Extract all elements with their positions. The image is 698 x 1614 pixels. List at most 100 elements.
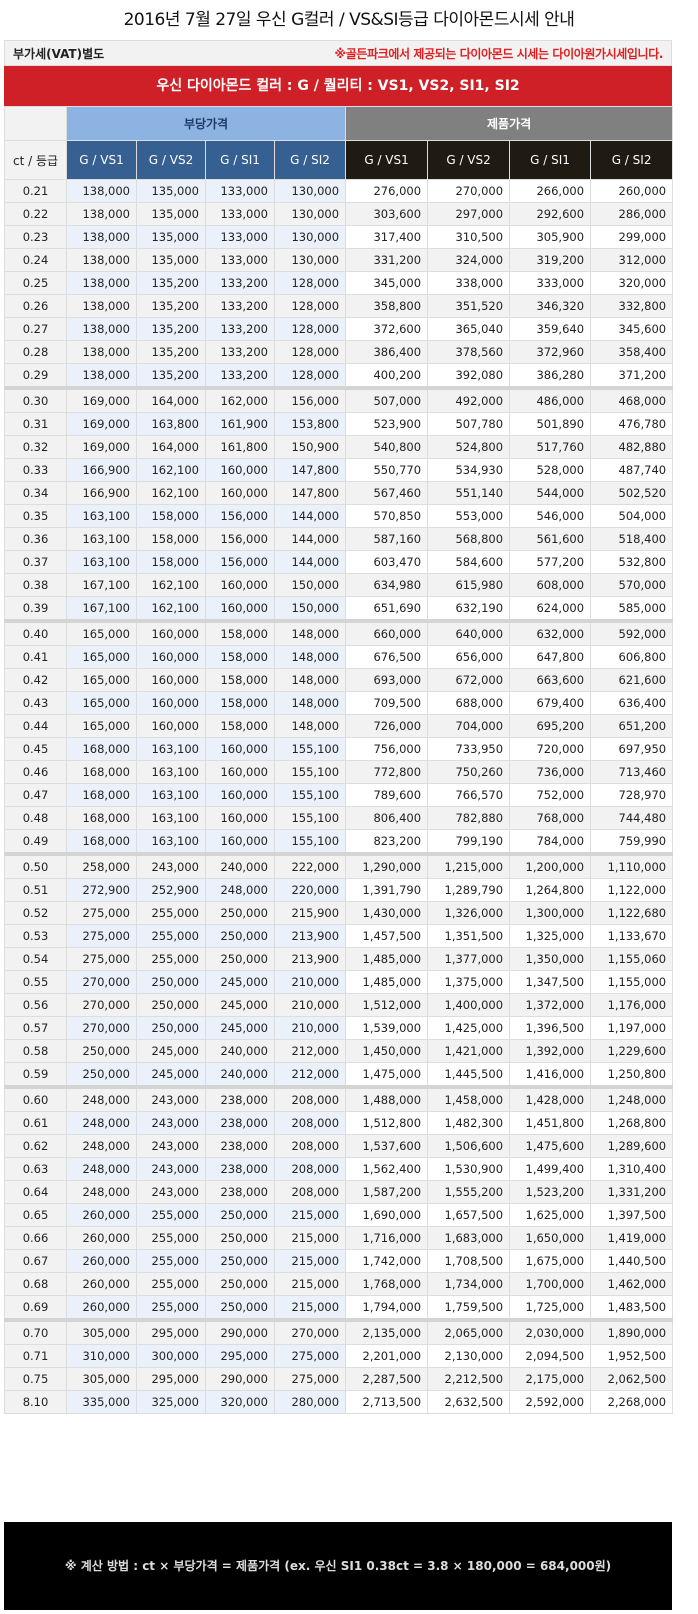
cost-price-cell: 138,000	[66, 225, 137, 249]
cost-price-cell: 150,900	[273, 435, 347, 459]
cost-price-cell: 320,000	[205, 1390, 275, 1414]
cost-price-cell: 163,100	[136, 806, 206, 830]
cost-price-cell: 135,200	[136, 340, 206, 364]
product-price-cell: 2,130,000	[427, 1344, 511, 1368]
product-price-cell: 577,200	[509, 550, 592, 574]
cost-price-cell: 162,100	[136, 481, 206, 505]
cost-price-cell: 243,000	[136, 1111, 206, 1135]
carat-cell: 8.10	[4, 1390, 67, 1414]
product-price-cell: 319,200	[509, 248, 592, 272]
product-price-cell: 1,708,500	[427, 1249, 511, 1273]
spec-banner: 우신 다이아몬드 컬러 : G / 퀄리티 : VS1, VS2, SI1, S…	[4, 66, 672, 106]
product-price-cell: 772,800	[345, 760, 429, 784]
cost-price-cell: 158,000	[136, 550, 206, 574]
calculation-note: ※ 계산 방법 : ct × 부당가격 = 제품가격 (ex. 우신 SI1 0…	[4, 1522, 672, 1610]
carat-cell: 0.26	[4, 294, 67, 318]
cost-price-cell: 164,000	[136, 386, 206, 413]
product-price-cell: 1,451,800	[509, 1111, 592, 1135]
product-price-cell: 768,000	[509, 806, 592, 830]
product-price-cell: 2,062,500	[590, 1367, 674, 1391]
carat-cell: 0.68	[4, 1272, 67, 1296]
carat-cell: 0.35	[4, 504, 67, 528]
cost-price-cell: 155,100	[273, 737, 347, 761]
cost-price-cell: 156,000	[273, 386, 347, 413]
cost-price-cell: 255,000	[136, 1249, 206, 1273]
table-row: 0.54 275,000 255,000 250,000 213,900 1,485,00…	[4, 947, 674, 971]
table-row: 0.64 248,000 243,000 238,000 208,000 1,587,20…	[4, 1180, 674, 1204]
table-row: 0.25 138,000 135,200 133,200 128,000 345,000 3…	[4, 271, 674, 295]
product-price-cell: 270,000	[427, 179, 511, 203]
product-price-cell: 693,000	[345, 668, 429, 692]
product-price-cell: 2,065,000	[427, 1318, 511, 1345]
cost-price-cell: 260,000	[66, 1295, 137, 1321]
carat-cell: 0.71	[4, 1344, 67, 1368]
cost-price-cell: 222,000	[273, 852, 347, 879]
product-price-cell: 632,190	[427, 596, 511, 622]
product-price-cell: 553,000	[427, 504, 511, 528]
cost-price-cell: 295,000	[205, 1344, 275, 1368]
product-price-cell: 1,952,500	[590, 1344, 674, 1368]
product-price-cell: 2,212,500	[427, 1367, 511, 1391]
cost-price-cell: 165,000	[66, 645, 137, 669]
table-row: 0.71 310,000 300,000 295,000 275,000 2,201,00…	[4, 1344, 674, 1368]
product-price-cell: 663,600	[509, 668, 592, 692]
cost-price-cell: 255,000	[136, 1226, 206, 1250]
table-row: 0.60 248,000 243,000 238,000 208,000 1,488,00…	[4, 1085, 674, 1112]
product-price-cell: 1,391,790	[345, 878, 429, 902]
product-price-cell: 1,742,000	[345, 1249, 429, 1273]
product-price-cell: 1,450,000	[345, 1039, 429, 1063]
cost-price-cell: 248,000	[66, 1180, 137, 1204]
product-price-cell: 507,780	[427, 412, 511, 436]
cost-price-cell: 255,000	[136, 1203, 206, 1227]
cost-price-cell: 255,000	[136, 1295, 206, 1321]
product-price-cell: 568,800	[427, 527, 511, 551]
cost-price-cell: 135,200	[136, 271, 206, 295]
cost-price-cell: 144,000	[273, 504, 347, 528]
column-header: G / SI1	[509, 140, 592, 180]
table-row: 0.50 258,000 243,000 240,000 222,000 1,290,00…	[4, 852, 674, 879]
cost-price-cell: 148,000	[273, 668, 347, 692]
product-price-cell: 688,000	[427, 691, 511, 715]
carat-cell: 0.58	[4, 1039, 67, 1063]
cost-price-cell: 147,800	[273, 481, 347, 505]
product-price-cell: 358,400	[590, 340, 674, 364]
cost-price-cell: 245,000	[205, 993, 275, 1017]
product-price-cell: 1,416,000	[509, 1062, 592, 1088]
cost-price-cell: 243,000	[136, 852, 206, 879]
cost-price-cell: 215,000	[273, 1203, 347, 1227]
carat-cell: 0.37	[4, 550, 67, 574]
cost-price-cell: 148,000	[273, 691, 347, 715]
carat-cell: 0.46	[4, 760, 67, 784]
carat-cell: 0.70	[4, 1318, 67, 1345]
product-price-cell: 823,200	[345, 829, 429, 855]
product-price-cell: 528,000	[509, 458, 592, 482]
cost-price-cell: 160,000	[205, 806, 275, 830]
product-price-cell: 1,248,000	[590, 1085, 674, 1112]
column-header: G / SI2	[590, 140, 674, 180]
cost-price-cell: 275,000	[273, 1367, 347, 1391]
cost-price-cell: 248,000	[66, 1157, 137, 1181]
product-price-cell: 782,880	[427, 806, 511, 830]
source-note: ※골든파크에서 제공되는 다이아몬드 시세는 다이아원가시세입니다.	[334, 46, 664, 61]
cost-price-cell: 243,000	[136, 1157, 206, 1181]
product-price-cell: 636,400	[590, 691, 674, 715]
product-price-cell: 1,397,500	[590, 1203, 674, 1227]
cost-price-cell: 255,000	[136, 901, 206, 925]
cost-price-cell: 255,000	[136, 947, 206, 971]
cost-price-cell: 166,900	[66, 481, 137, 505]
product-price-cell: 359,640	[509, 317, 592, 341]
cost-price-cell: 250,000	[205, 947, 275, 971]
cost-price-cell: 260,000	[66, 1272, 137, 1296]
table-row: 0.61 248,000 243,000 238,000 208,000 1,512,80…	[4, 1111, 674, 1135]
table-row: 0.51 272,900 252,900 248,000 220,000 1,391,79…	[4, 878, 674, 902]
product-price-cell: 331,200	[345, 248, 429, 272]
product-price-cell: 1,325,000	[509, 924, 592, 948]
product-price-cell: 736,000	[509, 760, 592, 784]
cost-price-cell: 215,000	[273, 1272, 347, 1296]
table-row: 0.40 165,000 160,000 158,000 148,000 660,000 6…	[4, 619, 674, 646]
cost-price-cell: 295,000	[136, 1367, 206, 1391]
cost-price-cell: 135,000	[136, 248, 206, 272]
table-row: 0.59 250,000 245,000 240,000 212,000 1,475,00…	[4, 1062, 674, 1088]
carat-cell: 0.59	[4, 1062, 67, 1088]
product-price-cell: 1,734,000	[427, 1272, 511, 1296]
